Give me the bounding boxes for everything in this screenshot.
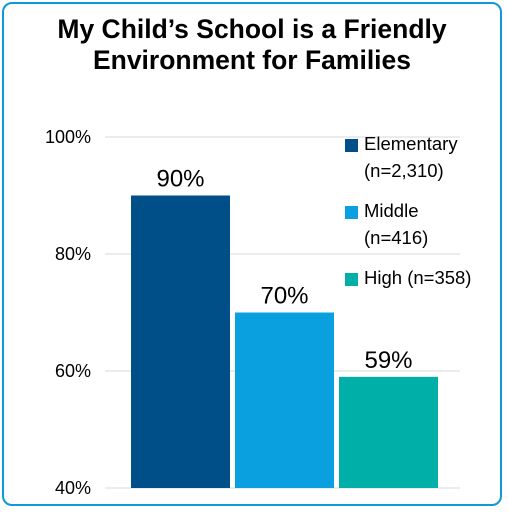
legend-label: Elementary — [364, 133, 458, 154]
legend-label: (n=416) — [364, 227, 428, 248]
legend-swatch — [345, 206, 358, 219]
legend-swatch — [345, 273, 358, 286]
bar — [235, 312, 334, 488]
data-label: 70% — [260, 283, 308, 310]
legend-label: Middle — [364, 200, 419, 221]
y-tick-label: 80% — [55, 244, 91, 264]
legend-swatch — [345, 139, 358, 152]
legend-label: High (n=358) — [364, 267, 471, 288]
chart-title: My Child’s School is a Friendly Environm… — [57, 14, 447, 75]
y-tick-label: 40% — [55, 478, 91, 498]
bar — [339, 376, 438, 488]
data-label: 90% — [156, 166, 204, 193]
y-tick-label: 60% — [55, 361, 91, 381]
y-tick-label: 100% — [45, 127, 91, 147]
data-label: 59% — [364, 347, 412, 374]
legend-label: (n=2,310) — [364, 160, 444, 181]
chart-frame — [2, 2, 502, 506]
bar — [131, 195, 230, 488]
